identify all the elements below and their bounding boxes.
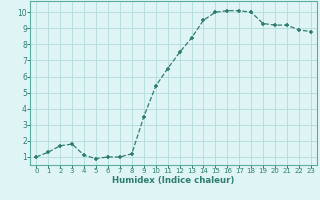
X-axis label: Humidex (Indice chaleur): Humidex (Indice chaleur): [112, 176, 235, 185]
